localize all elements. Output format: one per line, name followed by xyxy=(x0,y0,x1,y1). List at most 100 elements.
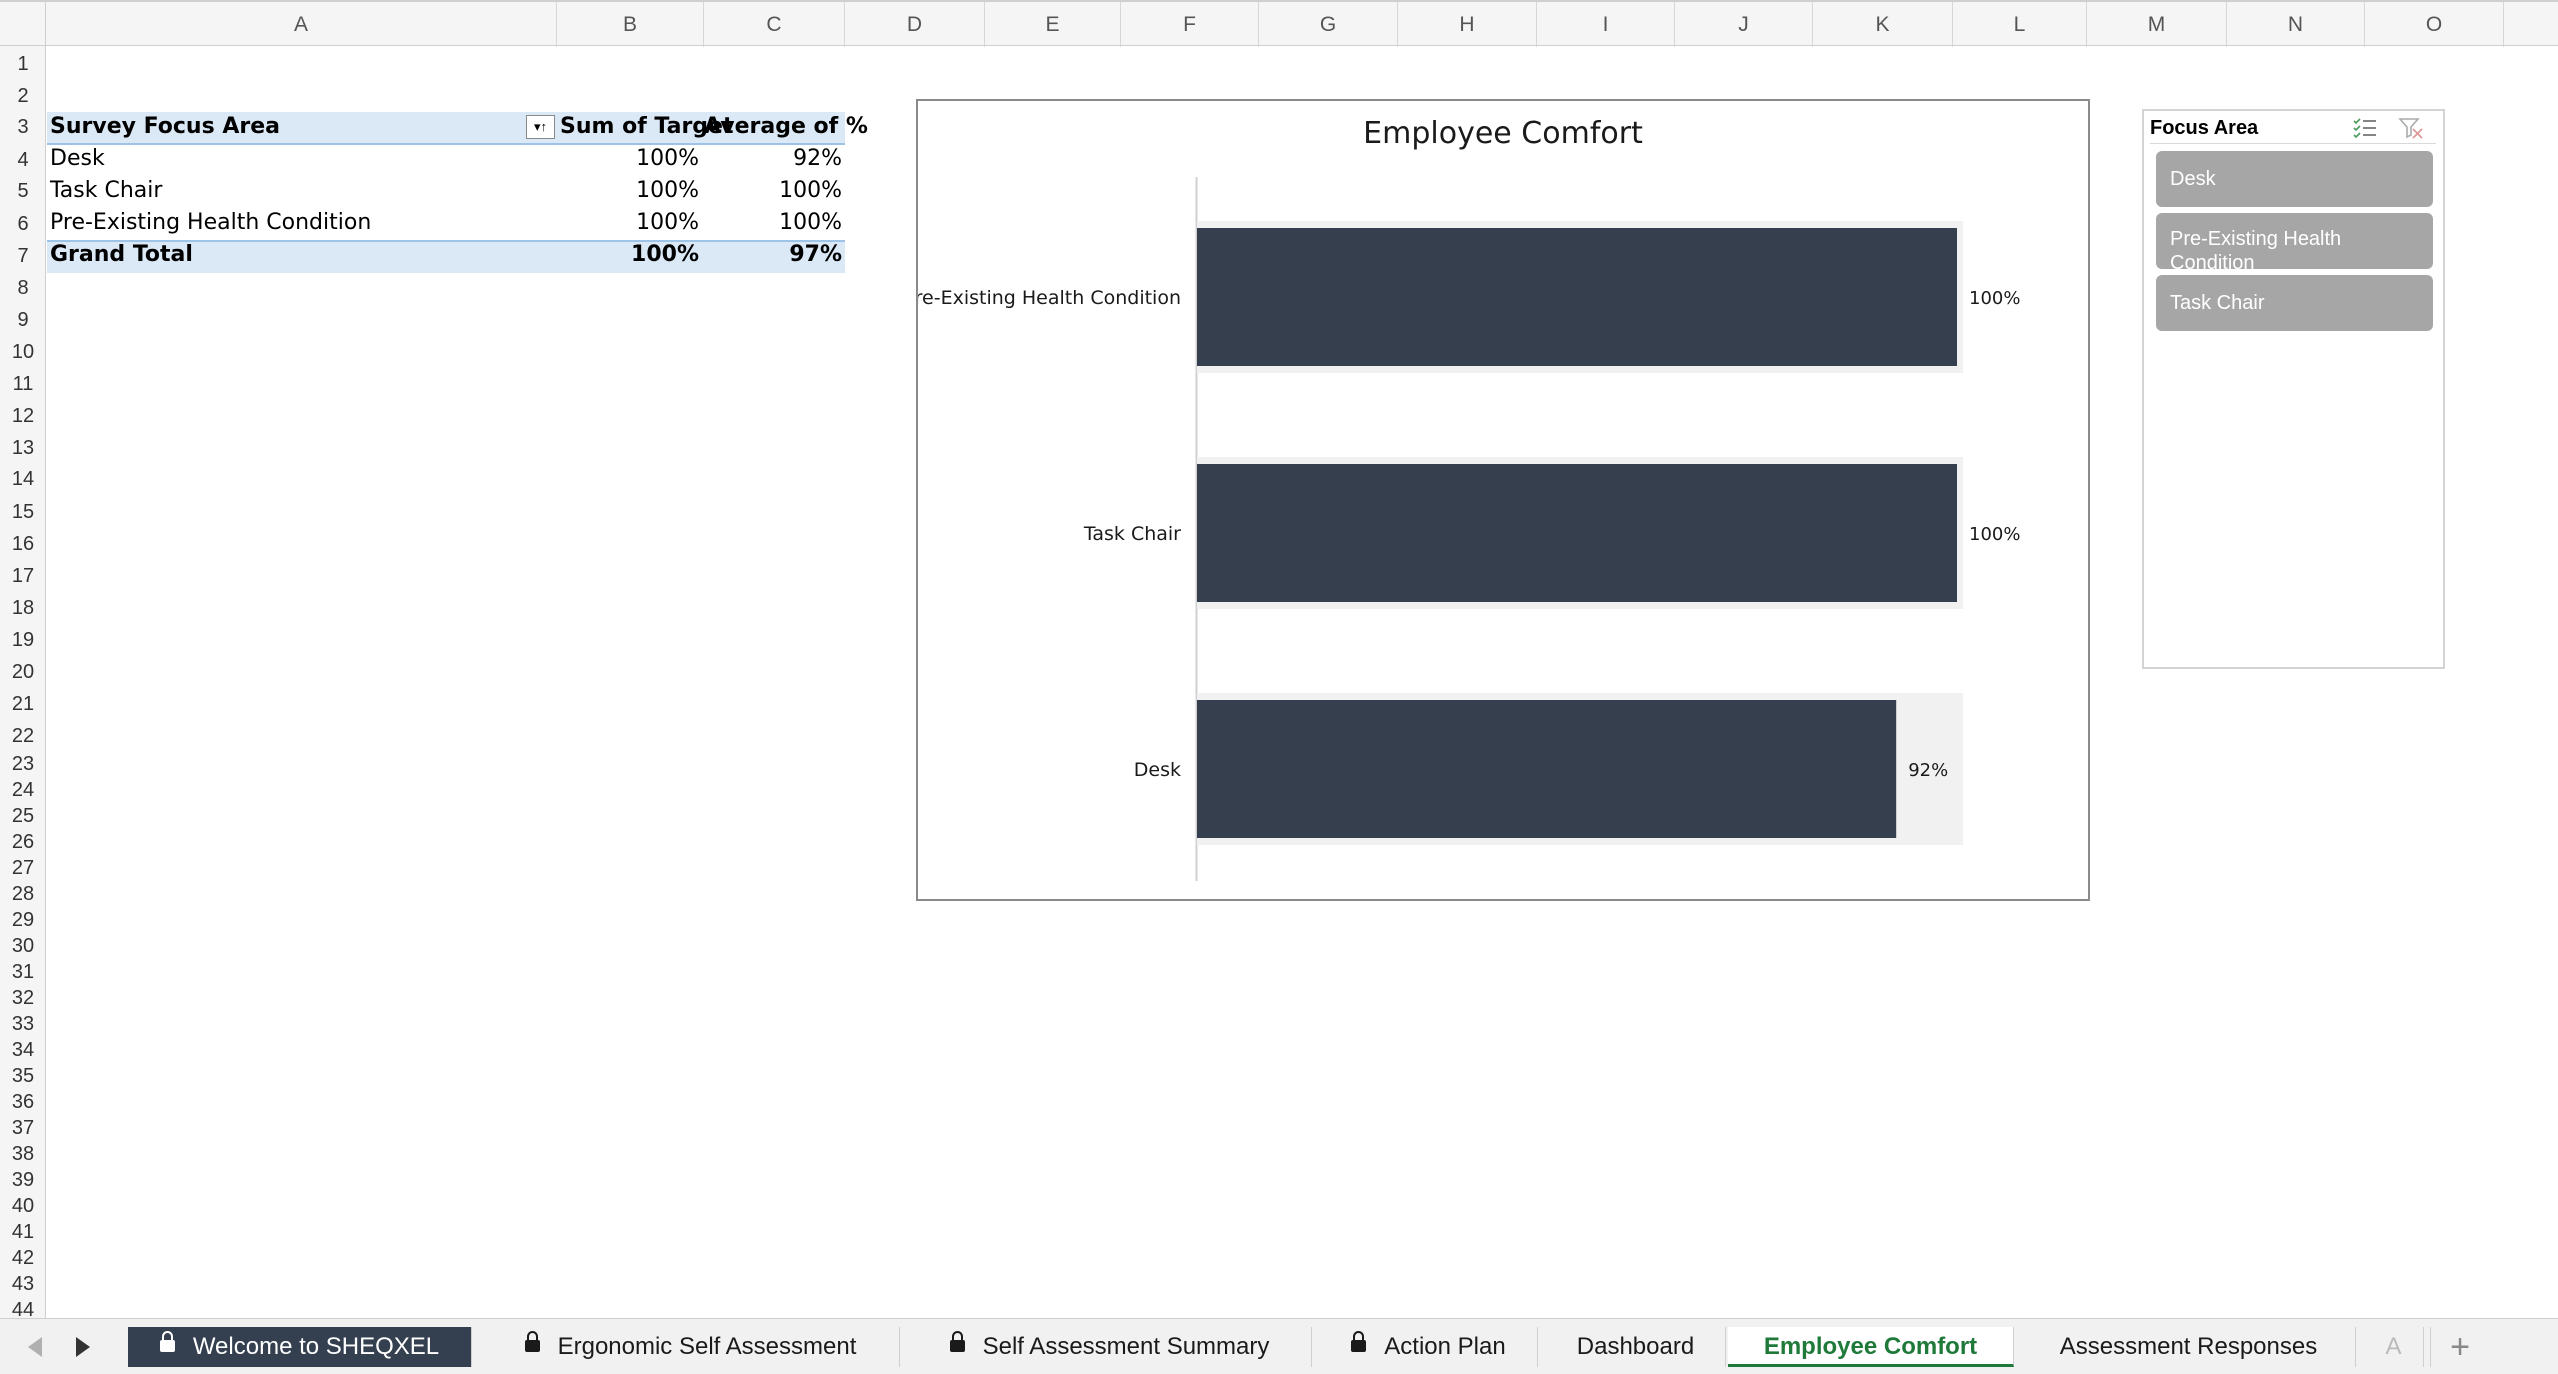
row-header-36[interactable]: 36 xyxy=(11,1091,35,1113)
pivot-row-target[interactable]: 100% xyxy=(636,210,699,235)
tab-self-assessment-summary[interactable]: Self Assessment Summary xyxy=(908,1327,1312,1367)
row-header-18[interactable]: 18 xyxy=(11,597,35,619)
pivot-row-avg[interactable]: 92% xyxy=(793,146,842,171)
row-header-23[interactable]: 23 xyxy=(11,753,35,775)
row-header-41[interactable]: 41 xyxy=(11,1221,35,1243)
sort-ascending-icon: ▾↑ xyxy=(533,119,548,134)
row-header-27[interactable]: 27 xyxy=(11,857,35,879)
pivot-row-avg[interactable]: 100% xyxy=(779,210,842,235)
row-header-15[interactable]: 15 xyxy=(11,501,35,523)
tab-welcome[interactable]: Welcome to SHEQXEL xyxy=(128,1327,472,1367)
row-header-34[interactable]: 34 xyxy=(11,1039,35,1061)
column-header-i[interactable]: I xyxy=(1537,2,1675,47)
column-header-f[interactable]: F xyxy=(1121,2,1259,47)
column-header-n[interactable]: N xyxy=(2227,2,2365,47)
pivot-row-area[interactable]: Desk xyxy=(50,146,105,171)
slicer-item[interactable]: Pre-Existing Health Condition xyxy=(2156,213,2433,269)
tab-employee-comfort[interactable]: Employee Comfort xyxy=(1728,1327,2014,1367)
row-header-28[interactable]: 28 xyxy=(11,883,35,905)
row-header-14[interactable]: 14 xyxy=(11,468,35,490)
row-header-3[interactable]: 3 xyxy=(17,116,29,138)
column-header-c[interactable]: C xyxy=(704,2,845,47)
row-header-37[interactable]: 37 xyxy=(11,1117,35,1139)
column-header-o[interactable]: O xyxy=(2365,2,2504,47)
slicer-item[interactable]: Task Chair xyxy=(2156,275,2433,331)
row-header-5[interactable]: 5 xyxy=(17,180,29,202)
pivot-total-avg[interactable]: 97% xyxy=(789,242,842,267)
row-header-21[interactable]: 21 xyxy=(11,693,35,715)
row-header-44[interactable]: 44 xyxy=(11,1299,35,1321)
row-header-10[interactable]: 10 xyxy=(11,341,35,363)
row-header-12[interactable]: 12 xyxy=(11,405,35,427)
row-header-1[interactable]: 1 xyxy=(17,53,29,75)
row-header-9[interactable]: 9 xyxy=(17,309,29,331)
column-header-l[interactable]: L xyxy=(1953,2,2087,47)
row-header-33[interactable]: 33 xyxy=(11,1013,35,1035)
row-header-40[interactable]: 40 xyxy=(11,1195,35,1217)
row-header-22[interactable]: 22 xyxy=(11,725,35,747)
row-header-11[interactable]: 11 xyxy=(12,373,34,395)
row-header-29[interactable]: 29 xyxy=(11,909,35,931)
row-header-38[interactable]: 38 xyxy=(11,1143,35,1165)
row-header-43[interactable]: 43 xyxy=(11,1273,35,1295)
column-header-k[interactable]: K xyxy=(1813,2,1953,47)
add-sheet-button[interactable]: + xyxy=(2430,1327,2489,1367)
slicer-item[interactable]: Desk xyxy=(2156,151,2433,207)
pivot-header-area[interactable]: Survey Focus Area xyxy=(50,114,280,139)
pivot-row-target[interactable]: 100% xyxy=(636,146,699,171)
row-header-31[interactable]: 31 xyxy=(11,961,35,983)
row-header-17[interactable]: 17 xyxy=(11,565,35,587)
tab-label: Employee Comfort xyxy=(1763,1333,1978,1360)
pivot-row-target[interactable]: 100% xyxy=(636,178,699,203)
tab-action-plan[interactable]: Action Plan xyxy=(1320,1327,1538,1367)
tab-truncated[interactable]: A xyxy=(2364,1327,2424,1367)
pivot-total-target[interactable]: 100% xyxy=(631,242,699,267)
row-header-13[interactable]: 13 xyxy=(11,437,35,459)
filter-dropdown-button[interactable]: ▾↑ xyxy=(526,115,555,139)
scroll-tabs-left-icon[interactable] xyxy=(28,1337,42,1357)
column-header-g[interactable]: G xyxy=(1259,2,1398,47)
employee-comfort-chart[interactable]: Employee Comfort Pre-Existing Health Cond… xyxy=(916,99,2090,901)
row-header-26[interactable]: 26 xyxy=(11,831,35,853)
pivot-total-label[interactable]: Grand Total xyxy=(50,242,193,267)
chart-category-label: Pre-Existing Health Condition xyxy=(918,287,1181,309)
column-header-e[interactable]: E xyxy=(985,2,1121,47)
column-header-b[interactable]: B xyxy=(557,2,704,47)
pivot-row-area[interactable]: Task Chair xyxy=(50,178,163,203)
column-header-d[interactable]: D xyxy=(845,2,985,47)
row-header-6[interactable]: 6 xyxy=(17,213,29,235)
pivot-header-avg[interactable]: Average of % xyxy=(704,114,868,139)
tab-ergonomic-self-assessment[interactable]: Ergonomic Self Assessment xyxy=(482,1327,900,1367)
tab-label: Dashboard xyxy=(1576,1333,1695,1360)
pivot-row-avg[interactable]: 100% xyxy=(779,178,842,203)
pivot-header-target[interactable]: Sum of Target xyxy=(560,114,734,139)
row-header-16[interactable]: 16 xyxy=(11,533,35,555)
row-header-4[interactable]: 4 xyxy=(17,149,29,171)
scroll-tabs-right-icon[interactable] xyxy=(76,1337,90,1357)
row-header-32[interactable]: 32 xyxy=(11,987,35,1009)
clear-filter-icon[interactable] xyxy=(2398,117,2424,139)
tab-assessment-responses[interactable]: Assessment Responses xyxy=(2022,1327,2356,1367)
focus-area-slicer[interactable]: Focus Area Desk Pre-Existing Health Cond… xyxy=(2142,109,2445,669)
row-header-8[interactable]: 8 xyxy=(17,277,29,299)
column-header-j[interactable]: J xyxy=(1675,2,1813,47)
row-header-35[interactable]: 35 xyxy=(11,1065,35,1087)
row-header-7[interactable]: 7 xyxy=(17,245,29,267)
row-header-20[interactable]: 20 xyxy=(11,661,35,683)
row-header-25[interactable]: 25 xyxy=(11,805,35,827)
row-header-24[interactable]: 24 xyxy=(11,779,35,801)
select-all-corner[interactable] xyxy=(0,2,46,47)
pivot-row-area[interactable]: Pre-Existing Health Condition xyxy=(50,210,372,235)
row-header-39[interactable]: 39 xyxy=(11,1169,35,1191)
row-header-19[interactable]: 19 xyxy=(11,629,35,651)
column-header-a[interactable]: A xyxy=(46,2,557,47)
chart-data-label: 92% xyxy=(1908,760,1948,781)
row-header-42[interactable]: 42 xyxy=(11,1247,35,1269)
chart-bar xyxy=(1197,700,1897,838)
row-header-30[interactable]: 30 xyxy=(11,935,35,957)
row-header-2[interactable]: 2 xyxy=(17,85,29,107)
tab-dashboard[interactable]: Dashboard xyxy=(1546,1327,1726,1367)
column-header-m[interactable]: M xyxy=(2087,2,2227,47)
column-header-h[interactable]: H xyxy=(1398,2,1537,47)
multi-select-icon[interactable] xyxy=(2352,117,2378,139)
